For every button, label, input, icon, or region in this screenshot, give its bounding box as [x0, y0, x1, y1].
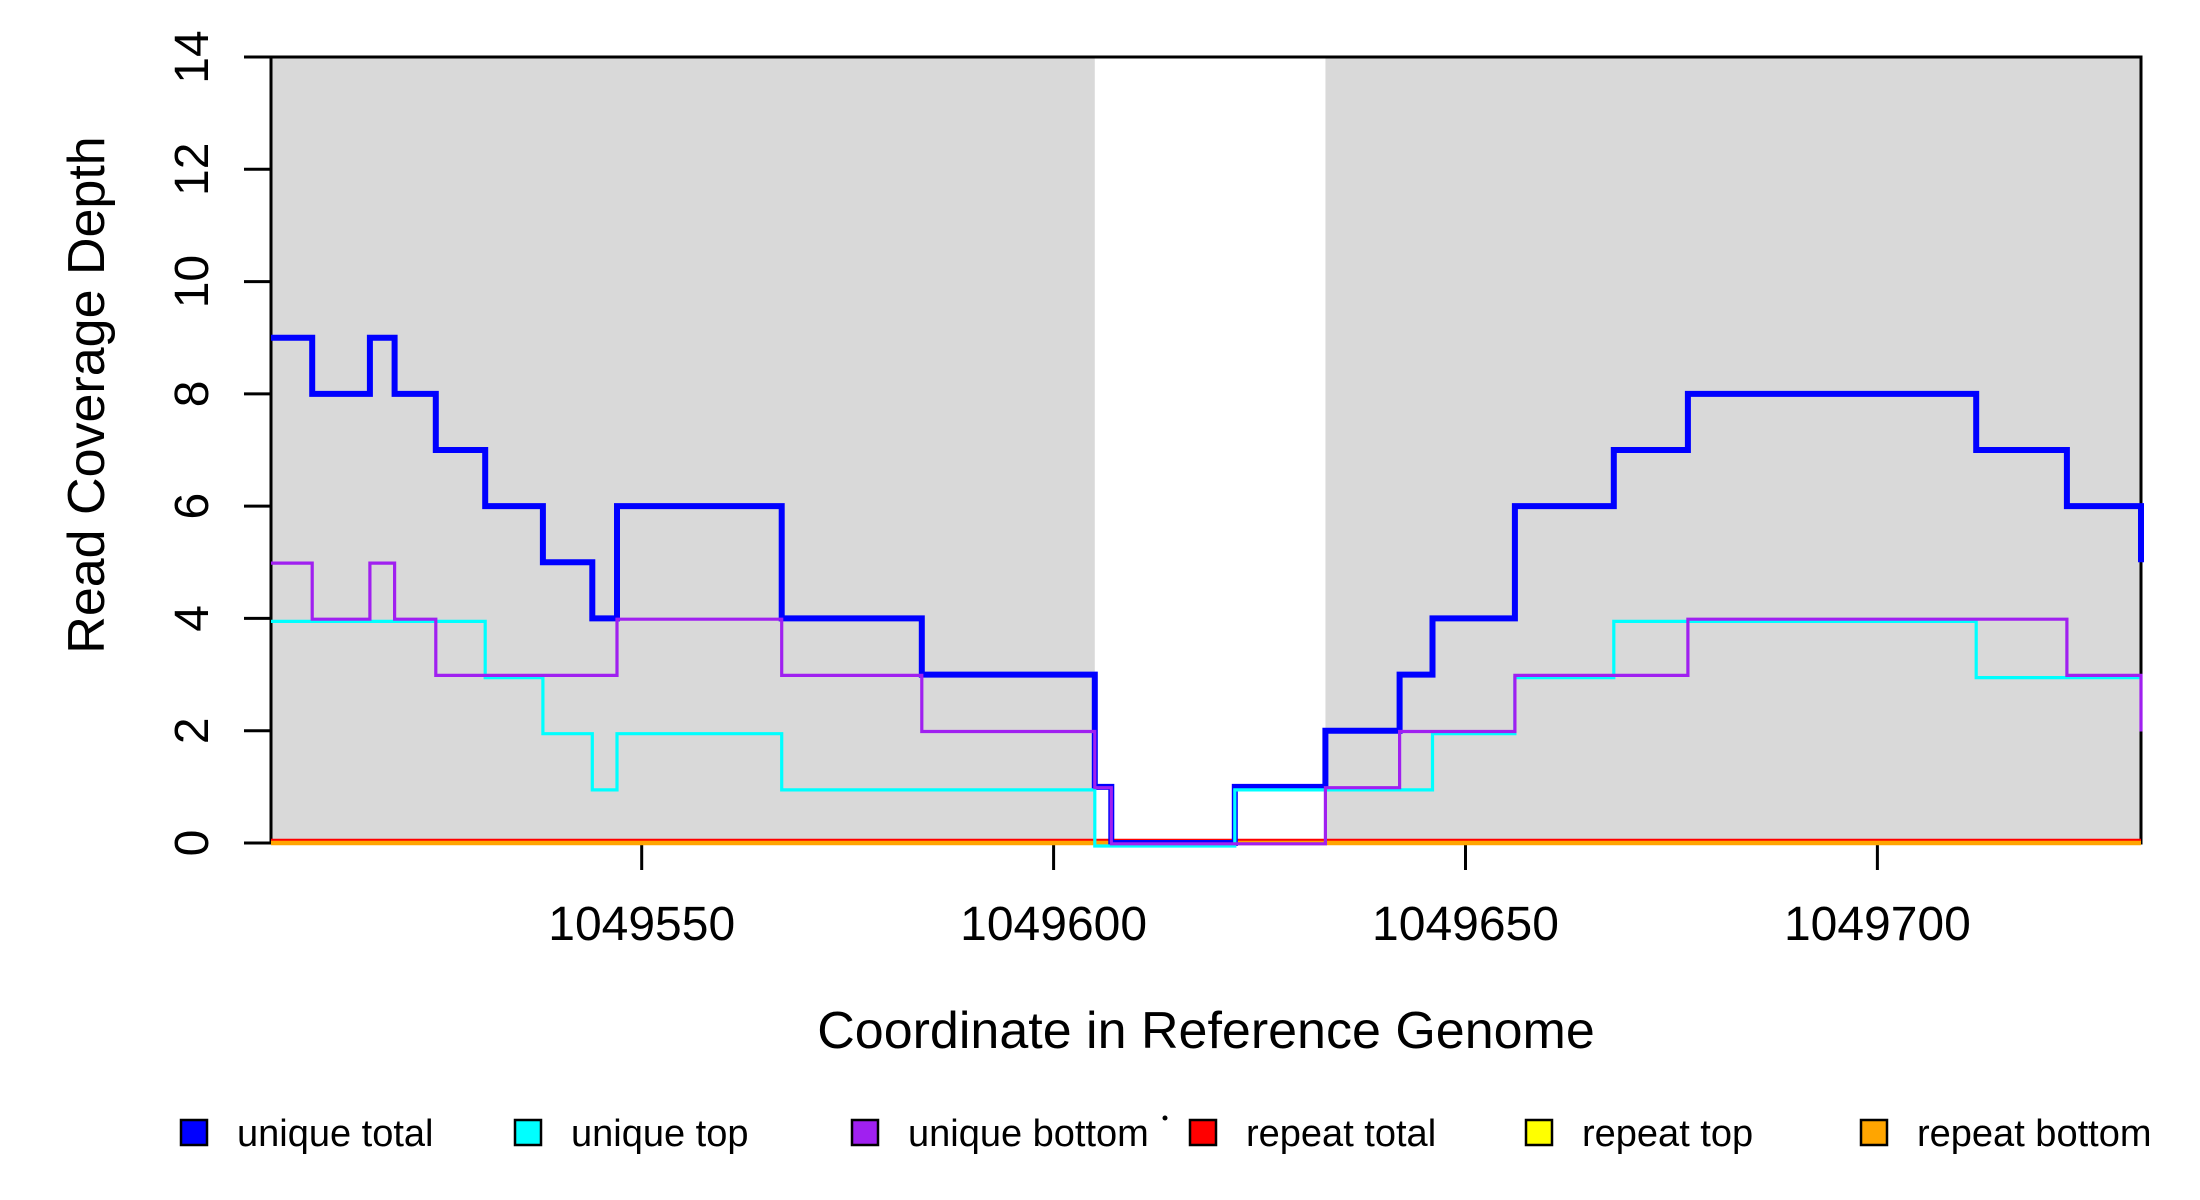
x-tick-label: 1049700 [1784, 898, 1971, 951]
legend-label-unique-bottom: unique bottom [908, 1113, 1149, 1155]
legend-swatch-unique-total [179, 1118, 209, 1147]
legend-label-unique-top: unique top [571, 1113, 749, 1155]
x-tick-label: 1049650 [1372, 898, 1559, 951]
legend-swatch-repeat-bottom [1859, 1118, 1889, 1147]
y-tick-label: 0 [166, 830, 219, 857]
legend-label-unique-total: unique total [237, 1113, 434, 1155]
legend-swatch-repeat-total [1188, 1118, 1218, 1147]
legend-label-repeat-bottom: repeat bottom [1917, 1113, 2151, 1155]
legend-swatch-repeat-top [1524, 1118, 1554, 1147]
legend-label-repeat-total: repeat total [1246, 1113, 1436, 1155]
x-axis-title: Coordinate in Reference Genome [817, 1002, 1595, 1060]
y-tick-label: 14 [166, 30, 219, 83]
shaded-regions-layer [271, 57, 2141, 843]
series-unique-bottom [271, 561, 2143, 846]
x-tick-label: 1049600 [960, 898, 1147, 951]
x-tick-label: 1049550 [548, 898, 735, 951]
y-tick-label: 8 [166, 381, 219, 408]
y-tick-label: 4 [166, 605, 219, 632]
axes-layer: 1049550 1049600 1049650 1049700 0 2 4 6 8 10 12 14 [166, 30, 2143, 951]
y-tick-label: 6 [166, 493, 219, 520]
y-axis-title: Read Coverage Depth [58, 136, 116, 653]
legend-swatch-unique-top [513, 1118, 543, 1147]
legend-layer: unique total unique top unique bottom repea… [179, 1113, 2151, 1155]
covered-region-left [271, 57, 1095, 843]
series-unique-top [271, 619, 2141, 848]
legend-swatch-unique-bottom [850, 1118, 880, 1147]
legend-label-repeat-top: repeat top [1582, 1113, 1753, 1155]
series-layer [271, 334, 2144, 848]
y-tick-label: 2 [166, 717, 219, 744]
y-tick-label: 12 [166, 143, 219, 196]
y-tick-label: 10 [166, 255, 219, 308]
stray-dot [1162, 1115, 1168, 1121]
